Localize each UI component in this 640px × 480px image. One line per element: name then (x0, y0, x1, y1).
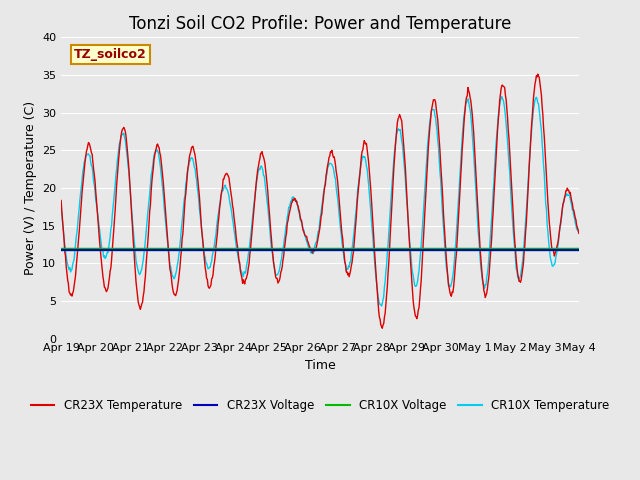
Legend: CR23X Temperature, CR23X Voltage, CR10X Voltage, CR10X Temperature: CR23X Temperature, CR23X Voltage, CR10X … (26, 395, 614, 417)
Y-axis label: Power (V) / Temperature (C): Power (V) / Temperature (C) (24, 101, 36, 275)
X-axis label: Time: Time (305, 359, 335, 372)
Text: TZ_soilco2: TZ_soilco2 (74, 48, 147, 61)
Title: Tonzi Soil CO2 Profile: Power and Temperature: Tonzi Soil CO2 Profile: Power and Temper… (129, 15, 511, 33)
